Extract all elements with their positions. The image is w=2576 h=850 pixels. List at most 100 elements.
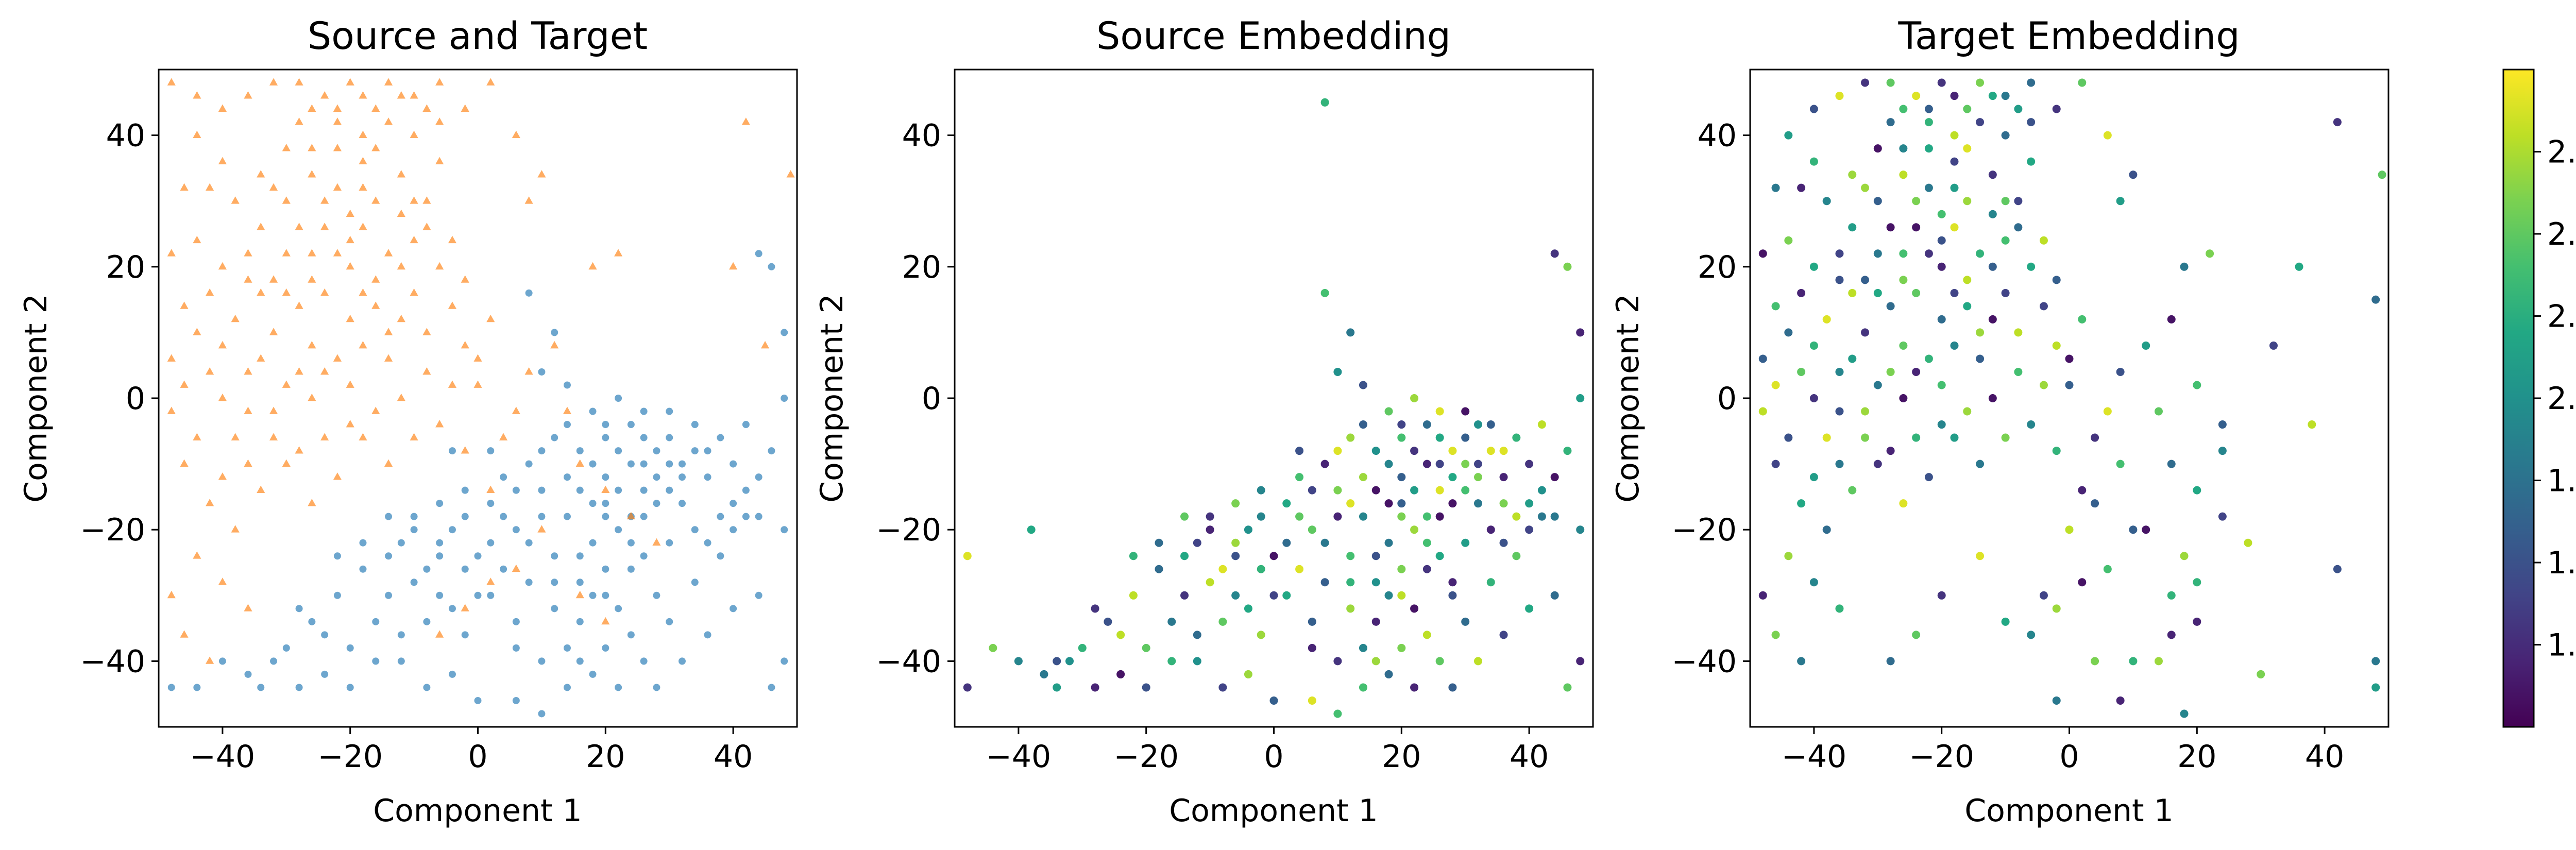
embedding-point [2014,223,2023,232]
target-point [461,446,469,454]
scatter-marks [963,98,1585,718]
embedding-point [1988,210,1997,218]
target-point [282,288,291,296]
embedding-point [1461,460,1470,468]
embedding-point [1861,276,1870,284]
colorbar-tick-label: 1.25 [2547,627,2576,664]
source-point [333,591,341,599]
source-point [678,473,686,481]
target-point [308,249,316,257]
embedding-point [1295,512,1304,521]
source-point [589,670,597,678]
target-point [601,617,610,625]
embedding-point [1410,604,1419,613]
embedding-point [1924,354,1933,363]
target-point [282,249,291,257]
embedding-point [2257,670,2265,678]
target-point [397,262,405,270]
embedding-point [2218,512,2227,521]
source-point [563,473,571,481]
embedding-point [1563,447,1572,455]
embedding-point [1899,105,1908,113]
embedding-point [1963,407,1972,416]
embedding-point [1937,315,1946,324]
source-point [461,486,469,494]
source-point [538,447,546,455]
x-tick-label: 40 [2305,739,2344,775]
embedding-point [1359,381,1367,389]
source-point [512,486,520,494]
embedding-point [1206,512,1214,521]
target-point [397,170,405,178]
target-point [193,235,201,244]
embedding-point [1822,525,1831,534]
target-point [614,249,623,257]
target-point [308,144,316,151]
target-point [282,196,291,204]
embedding-point [2001,236,2010,245]
target-point [206,656,214,664]
source-point [295,684,303,691]
embedding-point [1499,631,1508,639]
colorbar-tick-label: 2.50 [2547,216,2576,252]
source-point [372,657,380,665]
source-point [640,513,648,520]
target-point [575,590,584,599]
y-tick-label: 20 [902,249,941,285]
chart-title: Target Embedding [1897,14,2240,58]
target-point [563,406,572,414]
embedding-point [1282,538,1291,547]
source-point [487,500,495,507]
embedding-point [1861,328,1870,337]
embedding-point [2154,407,2163,416]
y-tick-label: −40 [80,643,145,679]
source-point [346,684,354,691]
target-point [346,209,354,217]
y-tick-label: −20 [876,512,941,548]
target-point [550,341,559,349]
target-point [524,367,533,375]
source-point [730,500,737,507]
source-point [487,539,495,547]
target-point [206,288,214,296]
target-point [269,406,278,414]
embedding-point [1397,591,1406,600]
source-point [602,434,609,441]
embedding-point [1027,525,1036,534]
target-point [333,144,342,151]
panel-source-embedding: Source Embedding −40 −20 0 20 40 −40 −20 0 20 40… [814,14,1594,829]
source-point [615,486,622,494]
embedding-point [1486,525,1495,534]
source-point [321,670,329,678]
target-point [206,499,214,506]
embedding-point [2295,262,2303,271]
embedding-point [1784,433,1793,442]
embedding-point [1206,525,1214,534]
embedding-point [1435,433,1444,442]
embedding-point [1218,565,1227,573]
colorbar-tick-label: 2.25 [2547,299,2576,335]
y-tick-label: 0 [922,381,941,417]
embedding-point [1963,302,1972,311]
embedding-point [1473,499,1482,508]
target-point [359,183,367,191]
embedding-point [1976,328,1985,337]
embedding-point [2014,197,2023,206]
panel-source-and-target: Source and Target −40 −20 0 20 40 −40 −20 0 20 4… [18,14,798,829]
source-point [627,460,635,468]
embedding-point [1525,525,1534,534]
embedding-point [1333,486,1342,495]
embedding-point [1486,447,1495,455]
embedding-point [1937,236,1946,245]
embedding-point [2378,171,2386,179]
embedding-point [1435,657,1444,666]
source-point [538,657,546,665]
colorbar-tick-label: 2.75 [2547,134,2576,171]
source-point [563,684,571,691]
target-point [422,328,431,335]
embedding-point [2052,276,2061,284]
embedding-point [2052,105,2061,113]
target-point [320,367,329,375]
source-point [512,526,520,534]
source-point [742,421,750,429]
